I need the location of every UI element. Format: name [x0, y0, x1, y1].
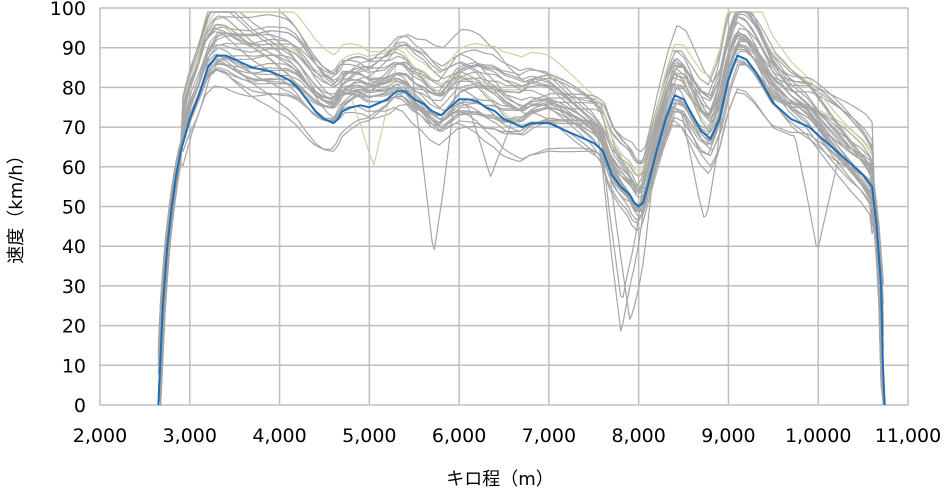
y-axis-label: 速度（km/h） — [6, 146, 27, 263]
series-line-0 — [157, 54, 886, 406]
background-run-line — [157, 15, 884, 406]
x-tick-labels: 2,000 3,000 4,000 5,000 6,000 7,000 8,000 9,000… — [73, 425, 941, 447]
y-tick-label: 10 — [62, 355, 86, 377]
x-tick-label: 2,000 — [73, 425, 127, 447]
y-tick-label: 90 — [62, 38, 86, 60]
background-run-line — [157, 68, 884, 406]
background-run-line — [157, 45, 884, 406]
y-tick-label: 70 — [62, 117, 86, 139]
y-tick-label: 20 — [62, 316, 86, 338]
background-run-line — [157, 11, 884, 406]
background-run-line — [157, 11, 884, 406]
background-run-line — [157, 47, 884, 406]
background-run-line — [157, 11, 884, 406]
x-tick-label: 9,000 — [701, 425, 755, 447]
background-run-line — [157, 11, 884, 406]
y-tick-label: 40 — [62, 236, 86, 258]
x-tick-label: 11,000 — [875, 425, 941, 447]
background-run-line — [158, 11, 884, 406]
x-tick-label: 3,000 — [163, 425, 217, 447]
background-run-line — [157, 61, 884, 406]
x-tick-label: 4,000 — [252, 425, 306, 447]
background-run-line — [157, 63, 884, 406]
series-lines — [157, 54, 886, 406]
background-run-line — [157, 11, 884, 401]
y-tick-label: 50 — [62, 197, 86, 219]
x-tick-label: 6,000 — [432, 425, 486, 447]
y-tick-label: 80 — [62, 77, 86, 99]
x-tick-label: 1,0000 — [785, 425, 851, 447]
background-run-line — [157, 37, 884, 406]
y-tick-labels: 0 10 20 30 40 50 60 70 80 90 100 — [50, 0, 86, 417]
background-run-line — [157, 21, 884, 398]
x-tick-label: 8,000 — [611, 425, 665, 447]
x-tick-label: 5,000 — [342, 425, 396, 447]
x-tick-label: 7,000 — [522, 425, 576, 447]
y-tick-label: 100 — [50, 0, 86, 20]
y-tick-label: 30 — [62, 276, 86, 298]
y-tick-label: 0 — [74, 395, 86, 417]
y-tick-label: 60 — [62, 157, 86, 179]
x-axis-label: キロ程（m） — [446, 469, 554, 490]
grid-lines — [99, 7, 909, 406]
